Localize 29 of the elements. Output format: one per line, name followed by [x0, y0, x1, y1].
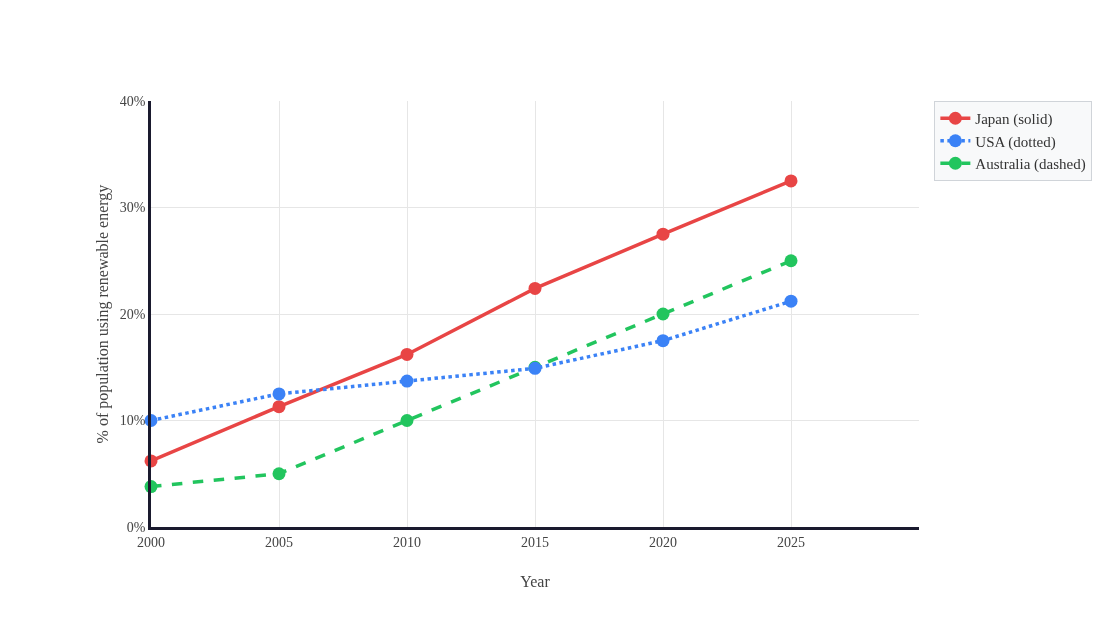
point	[656, 307, 670, 321]
point	[784, 254, 798, 268]
point	[784, 174, 798, 188]
legend-label: USA (dotted)	[975, 133, 1056, 151]
x-tick-label: 2010	[393, 534, 421, 550]
x-axis-title: Year	[520, 572, 551, 590]
point	[400, 374, 414, 388]
x-tick-label: 2025	[777, 534, 805, 550]
x-tick-label: 2000	[137, 534, 165, 550]
y-tick-label: 0%	[126, 519, 146, 535]
y-tick-label: 30%	[119, 200, 146, 216]
point	[656, 334, 670, 348]
point	[272, 400, 286, 414]
point	[656, 227, 670, 241]
legend-label: Australia (dashed)	[975, 156, 1086, 174]
point	[400, 347, 414, 361]
y-tick-label: 10%	[119, 413, 146, 429]
y-tick-label: 40%	[119, 93, 146, 109]
x-tick-label: 2020	[649, 534, 677, 550]
y-axis-title: % of population using renewable energy	[93, 184, 112, 444]
point	[272, 467, 286, 481]
y-tick-label: 20%	[119, 306, 146, 322]
point	[528, 281, 542, 295]
legend-label: Japan (solid)	[975, 111, 1053, 129]
point	[784, 294, 798, 308]
point	[272, 387, 286, 401]
point	[400, 414, 414, 427]
x-tick-label: 2015	[521, 534, 549, 550]
x-tick-label: 2005	[265, 534, 293, 550]
